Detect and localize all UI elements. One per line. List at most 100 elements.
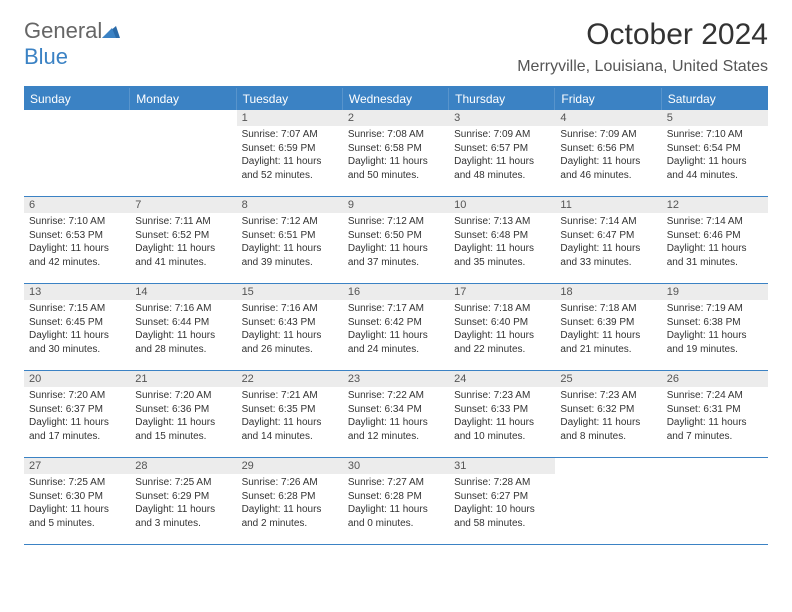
- day-number: 11: [555, 197, 661, 213]
- day-number: 8: [237, 197, 343, 213]
- sunrise-line: Sunrise: 7:18 AM: [560, 302, 656, 316]
- daylight-line-1: Daylight: 11 hours: [29, 416, 125, 430]
- sunrise-line: Sunrise: 7:16 AM: [135, 302, 231, 316]
- day-number: 16: [343, 284, 449, 300]
- calendar-cell: 22Sunrise: 7:21 AMSunset: 6:35 PMDayligh…: [237, 371, 343, 457]
- day-number: 18: [555, 284, 661, 300]
- day-number: 4: [555, 110, 661, 126]
- sunrise-line: Sunrise: 7:20 AM: [29, 389, 125, 403]
- week-row: 27Sunrise: 7:25 AMSunset: 6:30 PMDayligh…: [24, 458, 768, 545]
- day-number: 17: [449, 284, 555, 300]
- calendar-cell: 24Sunrise: 7:23 AMSunset: 6:33 PMDayligh…: [449, 371, 555, 457]
- logo-text-blue: Blue: [24, 44, 68, 69]
- day-number: 13: [24, 284, 130, 300]
- sunrise-line: Sunrise: 7:12 AM: [348, 215, 444, 229]
- day-number: 31: [449, 458, 555, 474]
- daylight-line-2: and 7 minutes.: [667, 430, 763, 444]
- calendar-cell: 31Sunrise: 7:28 AMSunset: 6:27 PMDayligh…: [449, 458, 555, 544]
- calendar-cell: 28Sunrise: 7:25 AMSunset: 6:29 PMDayligh…: [130, 458, 236, 544]
- daylight-line-2: and 35 minutes.: [454, 256, 550, 270]
- daylight-line-1: Daylight: 11 hours: [242, 242, 338, 256]
- daylight-line-2: and 30 minutes.: [29, 343, 125, 357]
- daylight-line-1: Daylight: 11 hours: [348, 155, 444, 169]
- daylight-line-2: and 44 minutes.: [667, 169, 763, 183]
- sunrise-line: Sunrise: 7:28 AM: [454, 476, 550, 490]
- daylight-line-1: Daylight: 11 hours: [560, 155, 656, 169]
- sunrise-line: Sunrise: 7:15 AM: [29, 302, 125, 316]
- sunset-line: Sunset: 6:29 PM: [135, 490, 231, 504]
- daylight-line-1: Daylight: 11 hours: [135, 242, 231, 256]
- sunrise-line: Sunrise: 7:21 AM: [242, 389, 338, 403]
- calendar-cell: 14Sunrise: 7:16 AMSunset: 6:44 PMDayligh…: [130, 284, 236, 370]
- logo: General Blue: [24, 18, 120, 70]
- calendar-cell: [662, 458, 768, 544]
- daylight-line-1: Daylight: 11 hours: [667, 155, 763, 169]
- sunset-line: Sunset: 6:37 PM: [29, 403, 125, 417]
- daylight-line-2: and 46 minutes.: [560, 169, 656, 183]
- day-number: 1: [237, 110, 343, 126]
- sunset-line: Sunset: 6:28 PM: [348, 490, 444, 504]
- week-row: 13Sunrise: 7:15 AMSunset: 6:45 PMDayligh…: [24, 284, 768, 371]
- sunset-line: Sunset: 6:56 PM: [560, 142, 656, 156]
- dayhead-friday: Friday: [555, 88, 661, 110]
- day-number: 5: [662, 110, 768, 126]
- sunset-line: Sunset: 6:30 PM: [29, 490, 125, 504]
- sunset-line: Sunset: 6:28 PM: [242, 490, 338, 504]
- daylight-line-1: Daylight: 11 hours: [29, 503, 125, 517]
- daylight-line-2: and 48 minutes.: [454, 169, 550, 183]
- sunrise-line: Sunrise: 7:23 AM: [454, 389, 550, 403]
- daylight-line-1: Daylight: 11 hours: [560, 242, 656, 256]
- calendar-cell: 3Sunrise: 7:09 AMSunset: 6:57 PMDaylight…: [449, 110, 555, 196]
- day-number: 3: [449, 110, 555, 126]
- sunrise-line: Sunrise: 7:09 AM: [454, 128, 550, 142]
- sunset-line: Sunset: 6:59 PM: [242, 142, 338, 156]
- daylight-line-2: and 37 minutes.: [348, 256, 444, 270]
- sunset-line: Sunset: 6:34 PM: [348, 403, 444, 417]
- day-number: 6: [24, 197, 130, 213]
- sunrise-line: Sunrise: 7:18 AM: [454, 302, 550, 316]
- calendar-cell: 29Sunrise: 7:26 AMSunset: 6:28 PMDayligh…: [237, 458, 343, 544]
- day-header-row: Sunday Monday Tuesday Wednesday Thursday…: [24, 88, 768, 110]
- sunrise-line: Sunrise: 7:25 AM: [135, 476, 231, 490]
- daylight-line-1: Daylight: 11 hours: [29, 329, 125, 343]
- calendar-cell: 27Sunrise: 7:25 AMSunset: 6:30 PMDayligh…: [24, 458, 130, 544]
- daylight-line-1: Daylight: 11 hours: [242, 503, 338, 517]
- daylight-line-2: and 19 minutes.: [667, 343, 763, 357]
- day-number: 24: [449, 371, 555, 387]
- sunrise-line: Sunrise: 7:13 AM: [454, 215, 550, 229]
- sunset-line: Sunset: 6:45 PM: [29, 316, 125, 330]
- daylight-line-2: and 39 minutes.: [242, 256, 338, 270]
- dayhead-saturday: Saturday: [662, 88, 768, 110]
- daylight-line-2: and 58 minutes.: [454, 517, 550, 531]
- sunset-line: Sunset: 6:33 PM: [454, 403, 550, 417]
- sunset-line: Sunset: 6:27 PM: [454, 490, 550, 504]
- daylight-line-1: Daylight: 11 hours: [454, 242, 550, 256]
- daylight-line-2: and 15 minutes.: [135, 430, 231, 444]
- sunrise-line: Sunrise: 7:22 AM: [348, 389, 444, 403]
- calendar-cell: [130, 110, 236, 196]
- calendar-cell: 15Sunrise: 7:16 AMSunset: 6:43 PMDayligh…: [237, 284, 343, 370]
- sunrise-line: Sunrise: 7:16 AM: [242, 302, 338, 316]
- sunrise-line: Sunrise: 7:12 AM: [242, 215, 338, 229]
- daylight-line-2: and 3 minutes.: [135, 517, 231, 531]
- calendar-cell: 21Sunrise: 7:20 AMSunset: 6:36 PMDayligh…: [130, 371, 236, 457]
- sunset-line: Sunset: 6:48 PM: [454, 229, 550, 243]
- calendar: Sunday Monday Tuesday Wednesday Thursday…: [24, 86, 768, 545]
- daylight-line-1: Daylight: 11 hours: [242, 329, 338, 343]
- daylight-line-1: Daylight: 11 hours: [135, 329, 231, 343]
- sunrise-line: Sunrise: 7:19 AM: [667, 302, 763, 316]
- month-title: October 2024: [517, 18, 768, 52]
- sunset-line: Sunset: 6:51 PM: [242, 229, 338, 243]
- daylight-line-2: and 0 minutes.: [348, 517, 444, 531]
- day-number: 2: [343, 110, 449, 126]
- logo-triangle-icon: [102, 18, 120, 44]
- logo-text: General Blue: [24, 18, 120, 70]
- day-number: 9: [343, 197, 449, 213]
- calendar-cell: 6Sunrise: 7:10 AMSunset: 6:53 PMDaylight…: [24, 197, 130, 283]
- daylight-line-2: and 5 minutes.: [29, 517, 125, 531]
- day-number: 27: [24, 458, 130, 474]
- sunset-line: Sunset: 6:35 PM: [242, 403, 338, 417]
- day-number: 30: [343, 458, 449, 474]
- daylight-line-1: Daylight: 11 hours: [560, 329, 656, 343]
- calendar-cell: 4Sunrise: 7:09 AMSunset: 6:56 PMDaylight…: [555, 110, 661, 196]
